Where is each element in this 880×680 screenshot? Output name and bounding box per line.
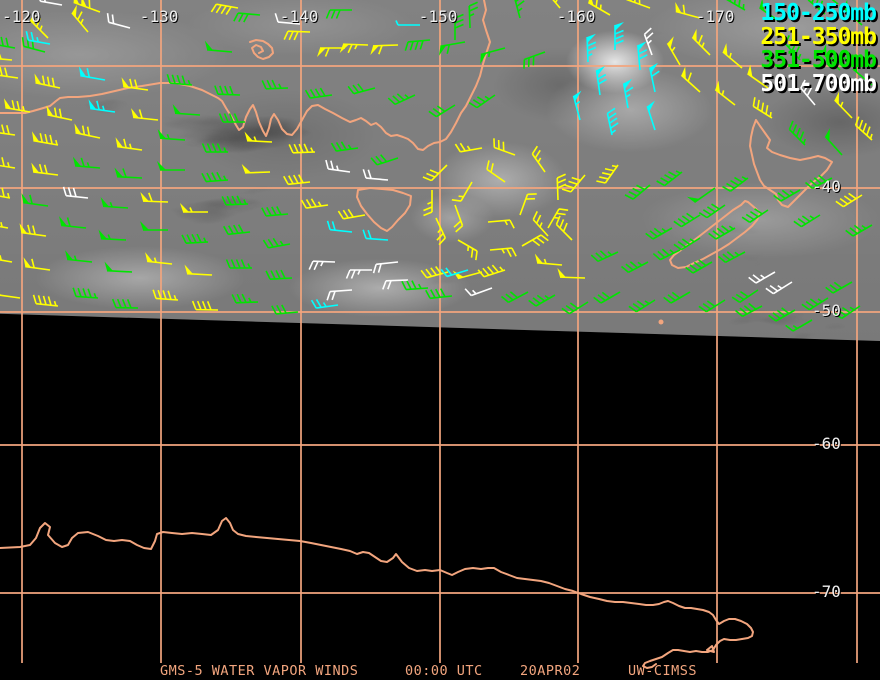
coastlines: [0, 0, 833, 669]
lat-label--50: -50: [812, 301, 841, 320]
legend-item-150-250mb: 150-250mb: [760, 0, 877, 26]
pressure-level-legend: 150-250mb 251-350mb 351-500mb 501-700mb: [760, 0, 877, 97]
lon-label--160: -160: [556, 7, 596, 26]
latitude-longitude-grid: [0, 0, 880, 663]
lat-label--70: -70: [812, 582, 841, 601]
caption-time: 00:00 UTC: [405, 663, 483, 679]
lon-label--150: -150: [418, 7, 458, 26]
lat-label--40: -40: [812, 177, 841, 196]
legend-item-501-700mb: 501-700mb: [760, 70, 877, 97]
legend-item-251-350mb: 251-350mb: [760, 23, 877, 50]
caption-date: 20APR02: [520, 663, 581, 679]
lon-label--130: -130: [139, 7, 179, 26]
caption-product-name: GMS-5 WATER VAPOR WINDS: [160, 663, 359, 679]
lon-label--140: -140: [279, 7, 319, 26]
legend-item-351-500mb: 351-500mb: [760, 47, 877, 73]
lon-label--170: -170: [695, 7, 735, 26]
lat-label--60: -60: [812, 434, 841, 453]
wind-barbs: [0, 0, 873, 332]
caption-source: UW-CIMSS: [628, 663, 698, 679]
lon-label--120: -120: [2, 7, 41, 26]
